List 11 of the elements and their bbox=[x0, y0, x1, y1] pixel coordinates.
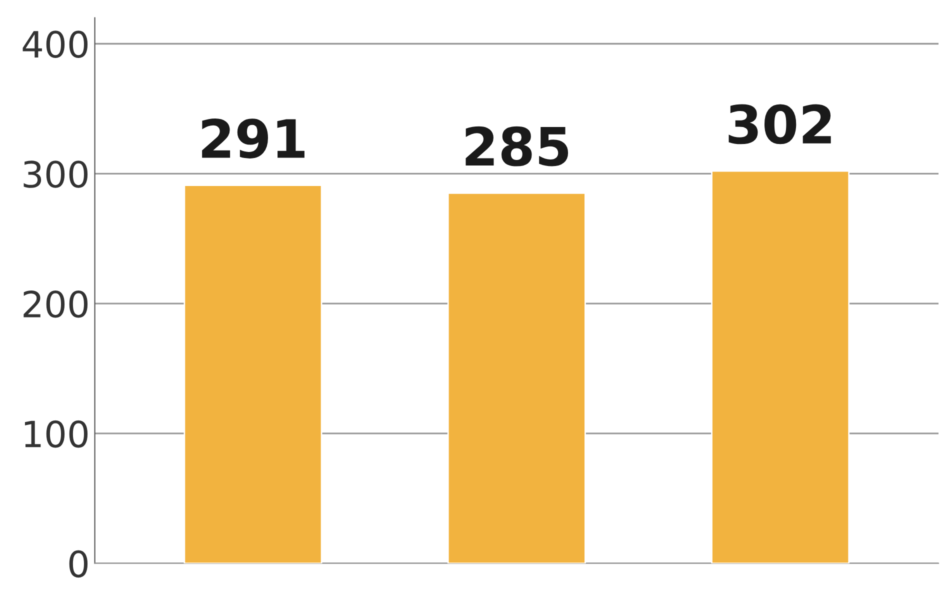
data-label: 302 bbox=[728, 104, 831, 144]
data-label: 285 bbox=[466, 126, 568, 166]
bar bbox=[447, 192, 586, 564]
data-label: 291 bbox=[202, 118, 304, 158]
y-tick-label: 0 bbox=[69, 550, 88, 578]
y-tick-label: 400 bbox=[22, 30, 88, 58]
y-tick-label: 300 bbox=[24, 160, 88, 188]
bar bbox=[184, 184, 322, 564]
bar bbox=[711, 170, 850, 564]
y-tick-label: 200 bbox=[24, 290, 88, 318]
y-tick-label: 100 bbox=[24, 420, 88, 448]
